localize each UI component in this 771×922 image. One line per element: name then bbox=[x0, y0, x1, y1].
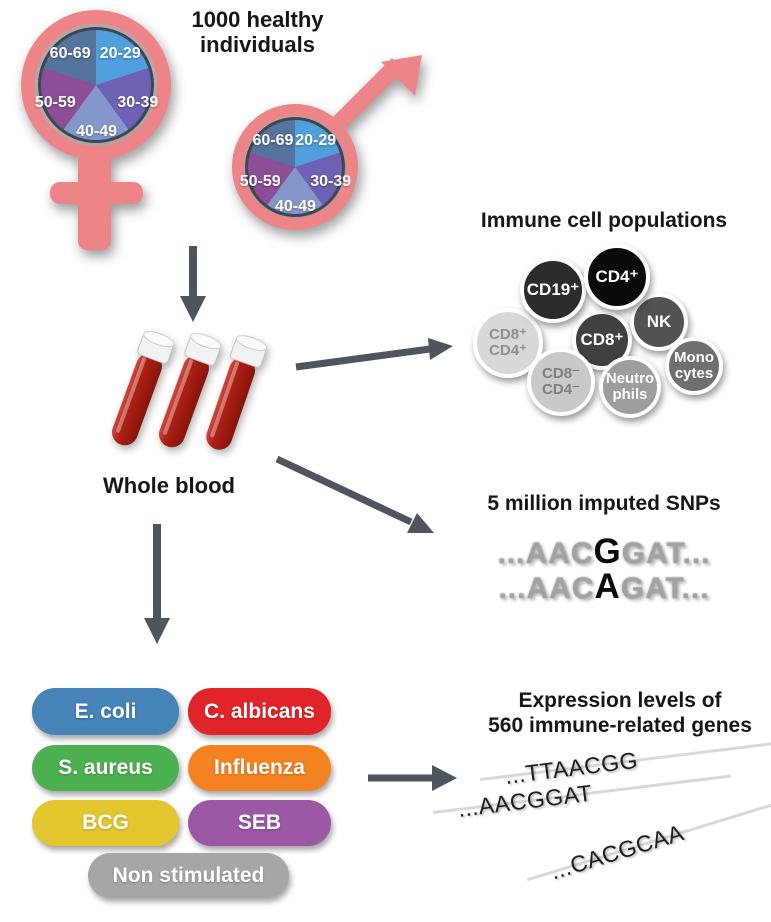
blood-to-stimuli-arrow bbox=[144, 524, 170, 644]
individuals-to-blood-arrow bbox=[180, 246, 206, 322]
age-label: 30-39 bbox=[117, 93, 159, 111]
cell-label: CD8⁻ bbox=[542, 365, 580, 382]
stimulus-label: C. albicans bbox=[204, 699, 315, 723]
cell-cd8p-cd4p: CD8⁺ CD4⁺ bbox=[473, 308, 543, 378]
cell-label: CD4⁺ bbox=[595, 267, 639, 286]
stimulus-pill-bcg: BCG bbox=[32, 800, 179, 846]
snps-heading: 5 million imputed SNPs bbox=[487, 492, 721, 515]
age-label: 20-29 bbox=[295, 131, 337, 149]
cell-cd4p: CD4⁺ bbox=[584, 244, 650, 310]
male-age-pie bbox=[248, 120, 342, 214]
whole-blood-label: Whole blood bbox=[103, 473, 235, 498]
cell-monocytes: Mono cytes bbox=[665, 337, 723, 395]
snp-sequence-row-1: ...AACGGAT... bbox=[430, 534, 771, 572]
snp-variant-letter: G bbox=[593, 532, 622, 571]
snp-seq-post: GAT... bbox=[621, 537, 711, 570]
cell-cd8m-cd4m: CD8⁻ CD4⁻ bbox=[527, 348, 595, 416]
stimulus-pill-nonstim: Non stimulated bbox=[88, 853, 289, 898]
stimulus-pill-ecoli: E. coli bbox=[32, 688, 179, 735]
age-label: 30-39 bbox=[310, 173, 352, 191]
stimulus-pill-influenza: Influenza bbox=[188, 745, 331, 791]
snp-variant-letter: A bbox=[594, 567, 621, 606]
age-label: 60-69 bbox=[49, 45, 91, 63]
snp-seq-post: GAT... bbox=[620, 572, 710, 605]
flow-arrows bbox=[144, 246, 457, 791]
cell-cd19p: CD19⁺ bbox=[520, 257, 586, 323]
cell-label: Mono bbox=[674, 349, 714, 366]
expression-dot-red bbox=[591, 783, 594, 801]
stimulus-label: Non stimulated bbox=[112, 863, 265, 887]
age-label: 50-59 bbox=[239, 173, 281, 191]
age-label: 60-69 bbox=[252, 131, 294, 149]
stimulus-label: SEB bbox=[237, 811, 282, 834]
cell-label: NK bbox=[646, 312, 672, 331]
cell-label: CD8⁺ bbox=[489, 326, 527, 343]
study-title: 1000 healthy individuals bbox=[150, 7, 365, 57]
age-label: 50-59 bbox=[34, 93, 76, 111]
stimulus-label: S. aureus bbox=[58, 756, 153, 779]
snp-seq-pre: ...AAC bbox=[497, 537, 594, 570]
stimulus-label: BCG bbox=[82, 811, 129, 834]
cell-label: phils bbox=[612, 386, 648, 403]
expression-heading-line2: 560 immune-related genes bbox=[488, 714, 752, 737]
blood-tube bbox=[111, 331, 175, 446]
snp-seq-pre: ...AAC bbox=[498, 572, 595, 605]
cell-label: CD4⁻ bbox=[542, 381, 580, 398]
cell-label: Neutro bbox=[605, 370, 655, 387]
expression-heading-line1: Expression levels of bbox=[518, 689, 722, 712]
cell-label: cytes bbox=[674, 365, 714, 382]
stimulus-pill-calbicans: C. albicans bbox=[188, 688, 331, 735]
stimulus-pill-saureus: S. aureus bbox=[32, 745, 179, 791]
blood-tube bbox=[158, 333, 222, 448]
expression-dot-yellow bbox=[639, 750, 642, 768]
age-label: 20-29 bbox=[99, 45, 141, 63]
cell-neutrophils: Neutro phils bbox=[599, 356, 661, 418]
study-title-line2: individuals bbox=[200, 32, 315, 57]
cell-label: CD4⁺ bbox=[489, 342, 527, 359]
blood-to-cells-arrow bbox=[295, 338, 453, 371]
expression-dot-yellow bbox=[593, 783, 596, 801]
snp-sequence-row-2: ...AACAGAT... bbox=[430, 569, 771, 607]
expression-dot-green bbox=[637, 750, 640, 768]
stimulus-label: Influenza bbox=[213, 756, 305, 779]
immune-populations-heading: Immune cell populations bbox=[480, 209, 728, 232]
cell-label: CD8⁺ bbox=[580, 330, 624, 349]
blood-to-snps-arrow bbox=[275, 455, 434, 533]
stimuli-to-expression-arrow bbox=[368, 765, 457, 791]
stimulus-pill-seb: SEB bbox=[188, 800, 331, 846]
stimulus-label: E. coli bbox=[74, 699, 137, 723]
cell-label: CD19⁺ bbox=[526, 280, 580, 299]
expression-dot-red bbox=[638, 750, 641, 768]
age-label: 40-49 bbox=[76, 123, 118, 141]
blood-tubes bbox=[111, 331, 268, 450]
expression-heading: Expression levels of 560 immune-related … bbox=[450, 688, 771, 738]
female-age-pie bbox=[41, 30, 151, 140]
expression-dot-red bbox=[592, 783, 595, 801]
study-title-line1: 1000 healthy bbox=[191, 7, 324, 32]
blood-tube bbox=[206, 335, 268, 450]
age-label: 40-49 bbox=[275, 198, 316, 216]
